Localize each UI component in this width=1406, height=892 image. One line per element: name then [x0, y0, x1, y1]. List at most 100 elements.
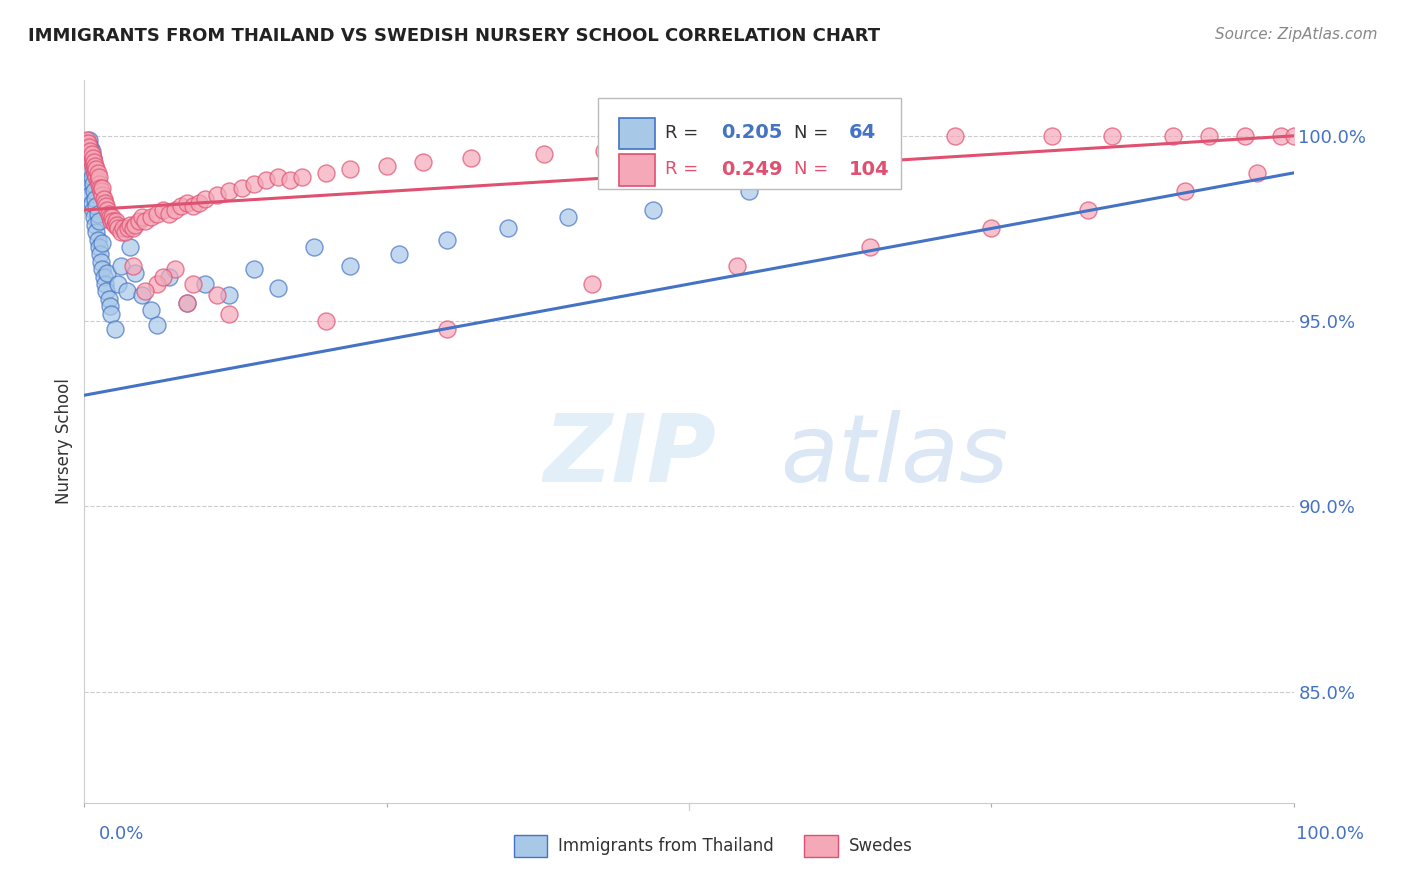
Point: [86, 166, 108, 180]
Point: [678, 140, 700, 154]
Point: [131, 288, 153, 302]
Point: [87, 169, 110, 184]
Point: [90, 255, 112, 269]
Point: [859, 132, 882, 146]
Point: [84, 218, 107, 232]
Point: [181, 199, 204, 213]
Point: [157, 269, 180, 284]
FancyBboxPatch shape: [804, 835, 838, 857]
Point: [87, 177, 110, 191]
Point: [176, 295, 198, 310]
Point: [1101, 128, 1123, 143]
Point: [79, 188, 101, 202]
Point: [1234, 128, 1257, 143]
Point: [725, 259, 748, 273]
Point: [97, 292, 120, 306]
Point: [460, 151, 482, 165]
Point: [94, 199, 117, 213]
Point: [131, 211, 153, 225]
Point: [77, 140, 100, 154]
Point: [146, 318, 169, 332]
Point: [100, 214, 122, 228]
Point: [91, 262, 114, 277]
Point: [94, 277, 117, 291]
Point: [859, 173, 882, 187]
Point: [97, 207, 120, 221]
Point: [96, 266, 118, 280]
FancyBboxPatch shape: [619, 118, 655, 150]
Point: [207, 188, 229, 202]
Point: [107, 221, 129, 235]
Text: Swedes: Swedes: [849, 838, 912, 855]
Point: [104, 214, 127, 228]
Point: [76, 173, 98, 187]
Point: [77, 177, 100, 191]
FancyBboxPatch shape: [599, 98, 901, 189]
Point: [388, 247, 411, 261]
Point: [110, 225, 132, 239]
Point: [104, 321, 127, 335]
Point: [1270, 128, 1292, 143]
Point: [90, 185, 112, 199]
Point: [146, 207, 169, 221]
Point: [101, 211, 124, 225]
Point: [859, 240, 882, 254]
Point: [86, 207, 108, 221]
Point: [218, 185, 240, 199]
Point: [218, 288, 240, 302]
Point: [176, 295, 198, 310]
Point: [1282, 128, 1305, 143]
Point: [87, 240, 110, 254]
Point: [115, 285, 138, 299]
Point: [77, 185, 100, 199]
Point: [82, 159, 104, 173]
Point: [1161, 128, 1184, 143]
Point: [339, 259, 361, 273]
Point: [100, 307, 122, 321]
Point: [1198, 128, 1220, 143]
Point: [98, 211, 121, 225]
Point: [87, 214, 110, 228]
Point: [738, 185, 761, 199]
Point: [188, 195, 211, 210]
Text: ZIP: ZIP: [544, 410, 717, 502]
Point: [218, 307, 240, 321]
Point: [254, 173, 277, 187]
Text: R =: R =: [665, 124, 697, 142]
Point: [557, 211, 579, 225]
Point: [593, 144, 616, 158]
Point: [83, 162, 105, 177]
Point: [641, 202, 664, 217]
Point: [146, 277, 169, 291]
Point: [110, 259, 132, 273]
Point: [157, 207, 180, 221]
Point: [170, 199, 193, 213]
Point: [83, 185, 105, 199]
Point: [121, 221, 143, 235]
Point: [194, 277, 217, 291]
Point: [278, 173, 301, 187]
Text: 64: 64: [849, 123, 876, 143]
Point: [496, 221, 519, 235]
Point: [533, 147, 555, 161]
Point: [79, 140, 101, 154]
Point: [79, 162, 101, 177]
Text: 100.0%: 100.0%: [1296, 825, 1364, 843]
Point: [91, 180, 114, 194]
Point: [86, 233, 108, 247]
Point: [82, 177, 104, 191]
Point: [84, 166, 107, 180]
Y-axis label: Nursery School: Nursery School: [55, 378, 73, 505]
FancyBboxPatch shape: [513, 835, 547, 857]
Point: [120, 240, 142, 254]
Point: [139, 211, 162, 225]
Point: [82, 151, 104, 165]
Point: [76, 140, 98, 154]
Point: [98, 299, 121, 313]
Point: [94, 195, 117, 210]
Point: [103, 214, 125, 228]
Point: [1174, 185, 1197, 199]
Point: [104, 218, 127, 232]
Point: [980, 221, 1002, 235]
Point: [412, 154, 434, 169]
